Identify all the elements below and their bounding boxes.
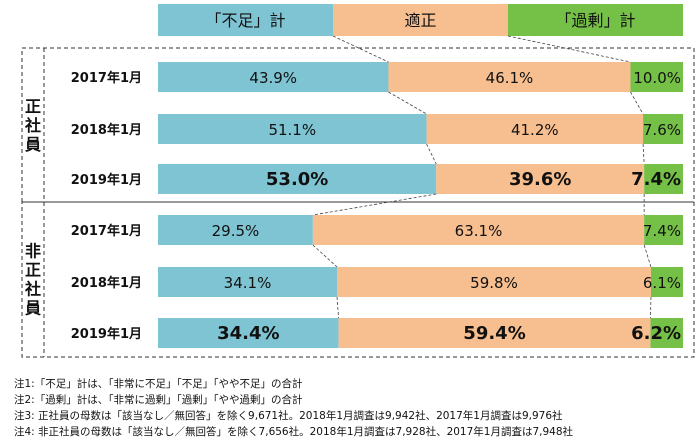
group-label-0-char-0: 正 [25,97,41,116]
row-label-1-2: 2019年1月 [71,326,142,342]
data-label-1-1-2: 6.1% [643,274,681,292]
group-label-1-char-1: 正 [25,261,41,280]
bar-segment-0-1-2 [643,114,683,144]
footnotes: 注1:「不足」計は、「非常に不足」「不足」「やや不足」の合計 注2:「過剰」計は… [14,376,694,440]
bar-segment-1-0-0 [158,215,313,245]
row-label-0-1: 2018年1月 [71,122,142,138]
row-label-0-2: 2019年1月 [71,172,142,188]
data-label-1-0-2: 7.4% [643,222,681,240]
row-label-1-1: 2018年1月 [71,275,142,291]
footnote-4: 注4: 非正社員の母数は「該当なし／無回答」を除く7,656社。2018年1月調… [14,426,574,438]
data-label-0-1-2: 7.6% [643,121,681,139]
group-label-1-char-0: 非 [25,242,41,261]
bar-segment-0-0-2 [630,62,683,92]
bar-segment-1-2-1 [338,318,651,348]
group-label-1-char-2: 社 [24,280,41,299]
data-label-1-1-0: 34.1% [224,274,272,292]
bar-segment-1-1-0 [158,267,338,297]
data-label-0-0-0: 43.9% [249,69,297,87]
legend-box-2 [508,4,683,36]
bar-segment-0-0-0 [158,62,389,92]
bar-segment-0-1-0 [158,114,427,144]
data-label-0-2-2: 7.4% [631,169,681,190]
footnote-1: 注1:「不足」計は、「非常に不足」「不足」「やや不足」の合計 [14,378,303,390]
connector-1-0 [426,143,437,165]
bar-segment-1-0-1 [312,215,645,245]
legend-box-1 [333,4,508,36]
data-label-1-2-1: 59.4% [463,323,525,344]
connector-0-1 [630,91,644,115]
connector-0-0 [388,91,427,115]
data-label-1-2-0: 34.4% [217,323,279,344]
connector-2-0 [312,193,437,216]
bar-segment-0-1-1 [426,114,644,144]
legend-label-0: 「不足」計 [205,11,285,30]
group-label-1-char-3: 員 [24,299,41,318]
group-label-0-char-2: 員 [24,135,41,154]
group-frame-1 [21,201,695,358]
bar-segment-0-2-1 [436,164,645,194]
bar-segment-1-1-2 [650,267,683,297]
footnote-3: 注3: 正社員の母数は「該当なし／無回答」を除く9,671社。2018年1月調査… [14,410,563,422]
bar-segment-1-2-2 [650,318,683,348]
data-label-1-2-2: 6.2% [631,323,681,344]
bar-segment-1-2-0 [158,318,339,348]
data-label-0-1-0: 51.1% [268,121,316,139]
data-label-0-1-1: 41.2% [511,121,559,139]
connector-3-1 [643,244,652,268]
bar-segment-0-2-2 [644,164,683,194]
data-label-1-0-0: 29.5% [212,222,260,240]
footnote-2: 注2:「過剰」計は、「非常に過剰」「過剰」「やや過剰」の合計 [14,394,303,406]
data-label-0-2-1: 39.6% [509,169,571,190]
data-label-1-1-1: 59.8% [470,274,518,292]
bar-segment-0-2-0 [158,164,437,194]
connector-3-0 [312,244,338,268]
bar-segment-0-0-1 [388,62,631,92]
connector-4-1 [650,296,652,319]
legend-label-1: 適正 [404,11,436,30]
bar-segment-1-0-2 [644,215,683,245]
legend-box-0 [158,4,333,36]
connector-1-1 [642,143,645,165]
group-label-0-char-1: 社 [24,116,41,135]
row-label-1-0: 2017年1月 [71,223,142,239]
connector-header-0 [332,35,389,63]
data-label-0-2-0: 53.0% [266,169,328,190]
connector-4-0 [336,296,339,319]
data-label-0-0-1: 46.1% [486,69,534,87]
data-label-0-0-2: 10.0% [633,69,681,87]
row-label-0-0: 2017年1月 [71,70,142,86]
bar-segment-1-1-1 [337,267,651,297]
data-label-1-0-1: 63.1% [455,222,503,240]
legend-label-2: 「過剰」計 [555,11,635,30]
connector-header-1 [507,35,631,63]
